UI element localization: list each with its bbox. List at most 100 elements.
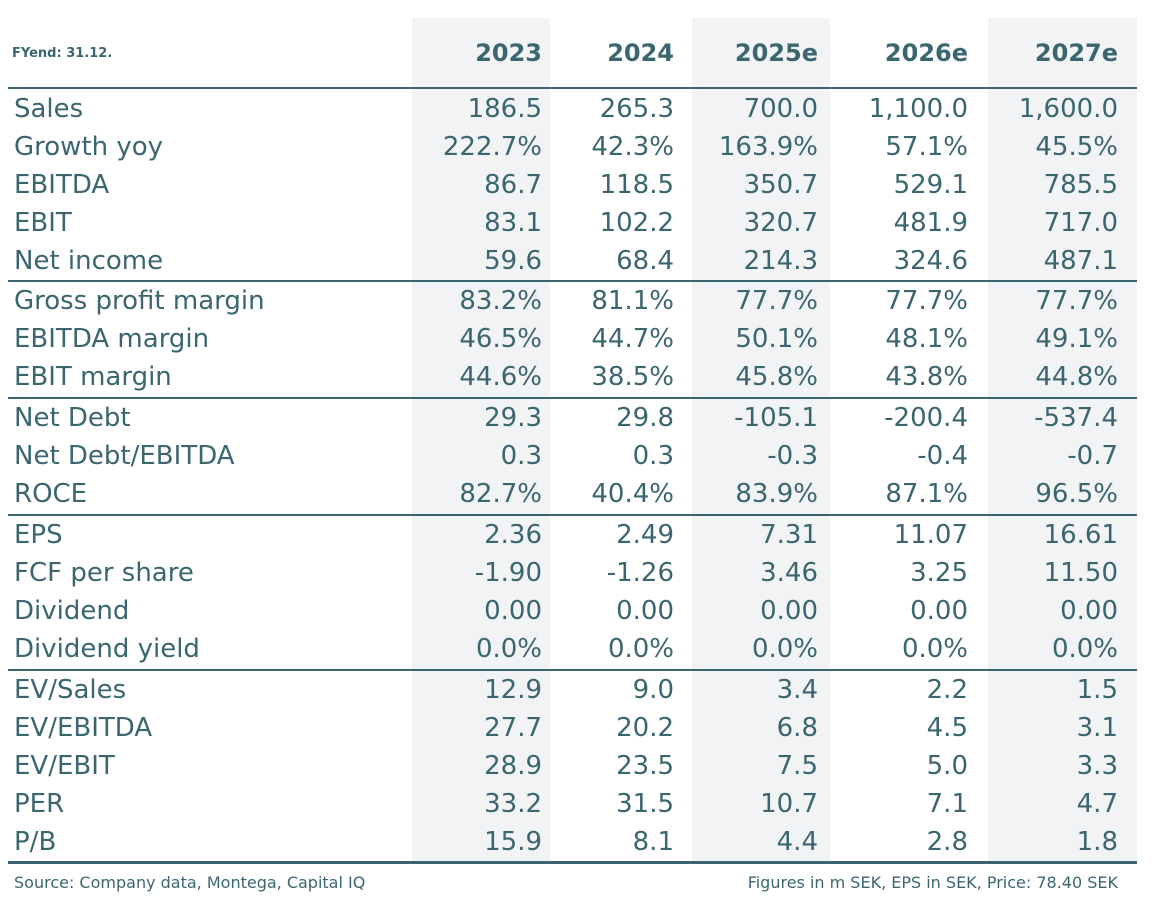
cell-value: 44.8% xyxy=(1035,362,1118,392)
cell-value: 186.5 xyxy=(467,94,542,124)
cell-value: 68.4 xyxy=(616,246,674,276)
cell-value: 27.7 xyxy=(484,713,542,743)
cell-value: 11.07 xyxy=(893,520,968,550)
group-rule xyxy=(8,669,1137,671)
table-row: ROCE 82.7% 40.4% 83.9% 87.1% 96.5% xyxy=(0,475,1152,513)
cell-value: 31.5 xyxy=(616,789,674,819)
cell-value: 2.2 xyxy=(926,675,968,705)
cell-value: 4.7 xyxy=(1076,789,1118,819)
source-note: Source: Company data, Montega, Capital I… xyxy=(14,873,366,892)
row-label: EV/EBIT xyxy=(14,751,115,781)
cell-value: 0.00 xyxy=(616,596,674,626)
cell-value: 40.4% xyxy=(591,479,674,509)
group-rule xyxy=(8,397,1137,399)
row-label: PER xyxy=(14,789,65,819)
cell-value: 45.5% xyxy=(1035,132,1118,162)
cell-value: 42.3% xyxy=(591,132,674,162)
cell-value: 0.0% xyxy=(1051,634,1118,664)
cell-value: 38.5% xyxy=(591,362,674,392)
cell-value: 0.0% xyxy=(901,634,968,664)
row-label: FCF per share xyxy=(14,558,194,588)
cell-value: 12.9 xyxy=(484,675,542,705)
cell-value: -105.1 xyxy=(734,403,818,433)
cell-value: 0.0% xyxy=(751,634,818,664)
row-label: Net income xyxy=(14,246,164,276)
shade-column-2023 xyxy=(412,18,550,864)
cell-value: 82.7% xyxy=(459,479,542,509)
cell-value: 163.9% xyxy=(718,132,818,162)
row-label: Growth yoy xyxy=(14,132,164,162)
year-header-2024: 2024 xyxy=(607,39,674,67)
table-row: Gross profit margin 83.2% 81.1% 77.7% 77.7% 7… xyxy=(0,282,1152,320)
cell-value: 1.5 xyxy=(1076,675,1118,705)
cell-value: 0.00 xyxy=(484,596,542,626)
cell-value: 265.3 xyxy=(599,94,674,124)
cell-value: 11.50 xyxy=(1043,558,1118,588)
cell-value: 0.00 xyxy=(910,596,968,626)
group-rule xyxy=(8,514,1137,516)
cell-value: 15.9 xyxy=(484,827,542,857)
table-row: P/B 15.9 8.1 4.4 2.8 1.8 xyxy=(0,823,1152,861)
cell-value: 3.3 xyxy=(1076,751,1118,781)
cell-value: 7.31 xyxy=(760,520,818,550)
table-row: Sales 186.5 265.3 700.0 1,100.0 1,600.0 xyxy=(0,90,1152,128)
cell-value: 2.49 xyxy=(616,520,674,550)
cell-value: 46.5% xyxy=(459,324,542,354)
cell-value: -1.26 xyxy=(606,558,674,588)
cell-value: 9.0 xyxy=(632,675,674,705)
table-row: EBITDA margin 46.5% 44.7% 50.1% 48.1% 49.1% xyxy=(0,320,1152,358)
cell-value: -0.3 xyxy=(767,441,818,471)
table-row: Net income 59.6 68.4 214.3 324.6 487.1 xyxy=(0,242,1152,280)
cell-value: 49.1% xyxy=(1035,324,1118,354)
cell-value: 4.5 xyxy=(926,713,968,743)
cell-value: -0.7 xyxy=(1067,441,1118,471)
table-row: Net Debt/EBITDA 0.3 0.3 -0.3 -0.4 -0.7 xyxy=(0,437,1152,475)
cell-value: 320.7 xyxy=(743,208,818,238)
cell-value: 16.61 xyxy=(1043,520,1118,550)
row-label: EBIT xyxy=(14,208,72,238)
row-label: ROCE xyxy=(14,479,88,509)
cell-value: 324.6 xyxy=(893,246,968,276)
table-row: EV/Sales 12.9 9.0 3.4 2.2 1.5 xyxy=(0,671,1152,709)
cell-value: 87.1% xyxy=(885,479,968,509)
cell-value: 481.9 xyxy=(893,208,968,238)
cell-value: 44.6% xyxy=(459,362,542,392)
year-header-2025e: 2025e xyxy=(734,39,818,67)
cell-value: 59.6 xyxy=(484,246,542,276)
cell-value: 222.7% xyxy=(442,132,542,162)
cell-value: -200.4 xyxy=(884,403,968,433)
cell-value: -1.90 xyxy=(474,558,542,588)
row-label: EPS xyxy=(14,520,63,550)
row-label: EBIT margin xyxy=(14,362,172,392)
cell-value: 6.8 xyxy=(776,713,818,743)
cell-value: 487.1 xyxy=(1043,246,1118,276)
cell-value: 20.2 xyxy=(616,713,674,743)
table-row: EBITDA 86.7 118.5 350.7 529.1 785.5 xyxy=(0,166,1152,204)
cell-value: 0.0% xyxy=(475,634,542,664)
cell-value: -537.4 xyxy=(1034,403,1118,433)
table-row: FCF per share -1.90 -1.26 3.46 3.25 11.50 xyxy=(0,554,1152,592)
row-label: Net Debt xyxy=(14,403,131,433)
cell-value: 0.0% xyxy=(607,634,674,664)
cell-value: 50.1% xyxy=(735,324,818,354)
cell-value: 785.5 xyxy=(1043,170,1118,200)
cell-value: 0.00 xyxy=(760,596,818,626)
row-label: EV/Sales xyxy=(14,675,127,705)
table-row: EBIT 83.1 102.2 320.7 481.9 717.0 xyxy=(0,204,1152,242)
table-row: EBIT margin 44.6% 38.5% 45.8% 43.8% 44.8% xyxy=(0,358,1152,396)
cell-value: 2.8 xyxy=(926,827,968,857)
cell-value: 48.1% xyxy=(885,324,968,354)
cell-value: 77.7% xyxy=(885,286,968,316)
header-rule xyxy=(8,87,1137,89)
table-row: PER 33.2 31.5 10.7 7.1 4.7 xyxy=(0,785,1152,823)
year-header-2023: 2023 xyxy=(475,39,542,67)
cell-value: 7.1 xyxy=(926,789,968,819)
cell-value: 1,100.0 xyxy=(868,94,968,124)
cell-value: 81.1% xyxy=(591,286,674,316)
cell-value: 3.46 xyxy=(760,558,818,588)
cell-value: 8.1 xyxy=(632,827,674,857)
cell-value: 45.8% xyxy=(735,362,818,392)
cell-value: 28.9 xyxy=(484,751,542,781)
cell-value: 86.7 xyxy=(484,170,542,200)
fy-end-label: FYend: 31.12. xyxy=(12,45,113,61)
